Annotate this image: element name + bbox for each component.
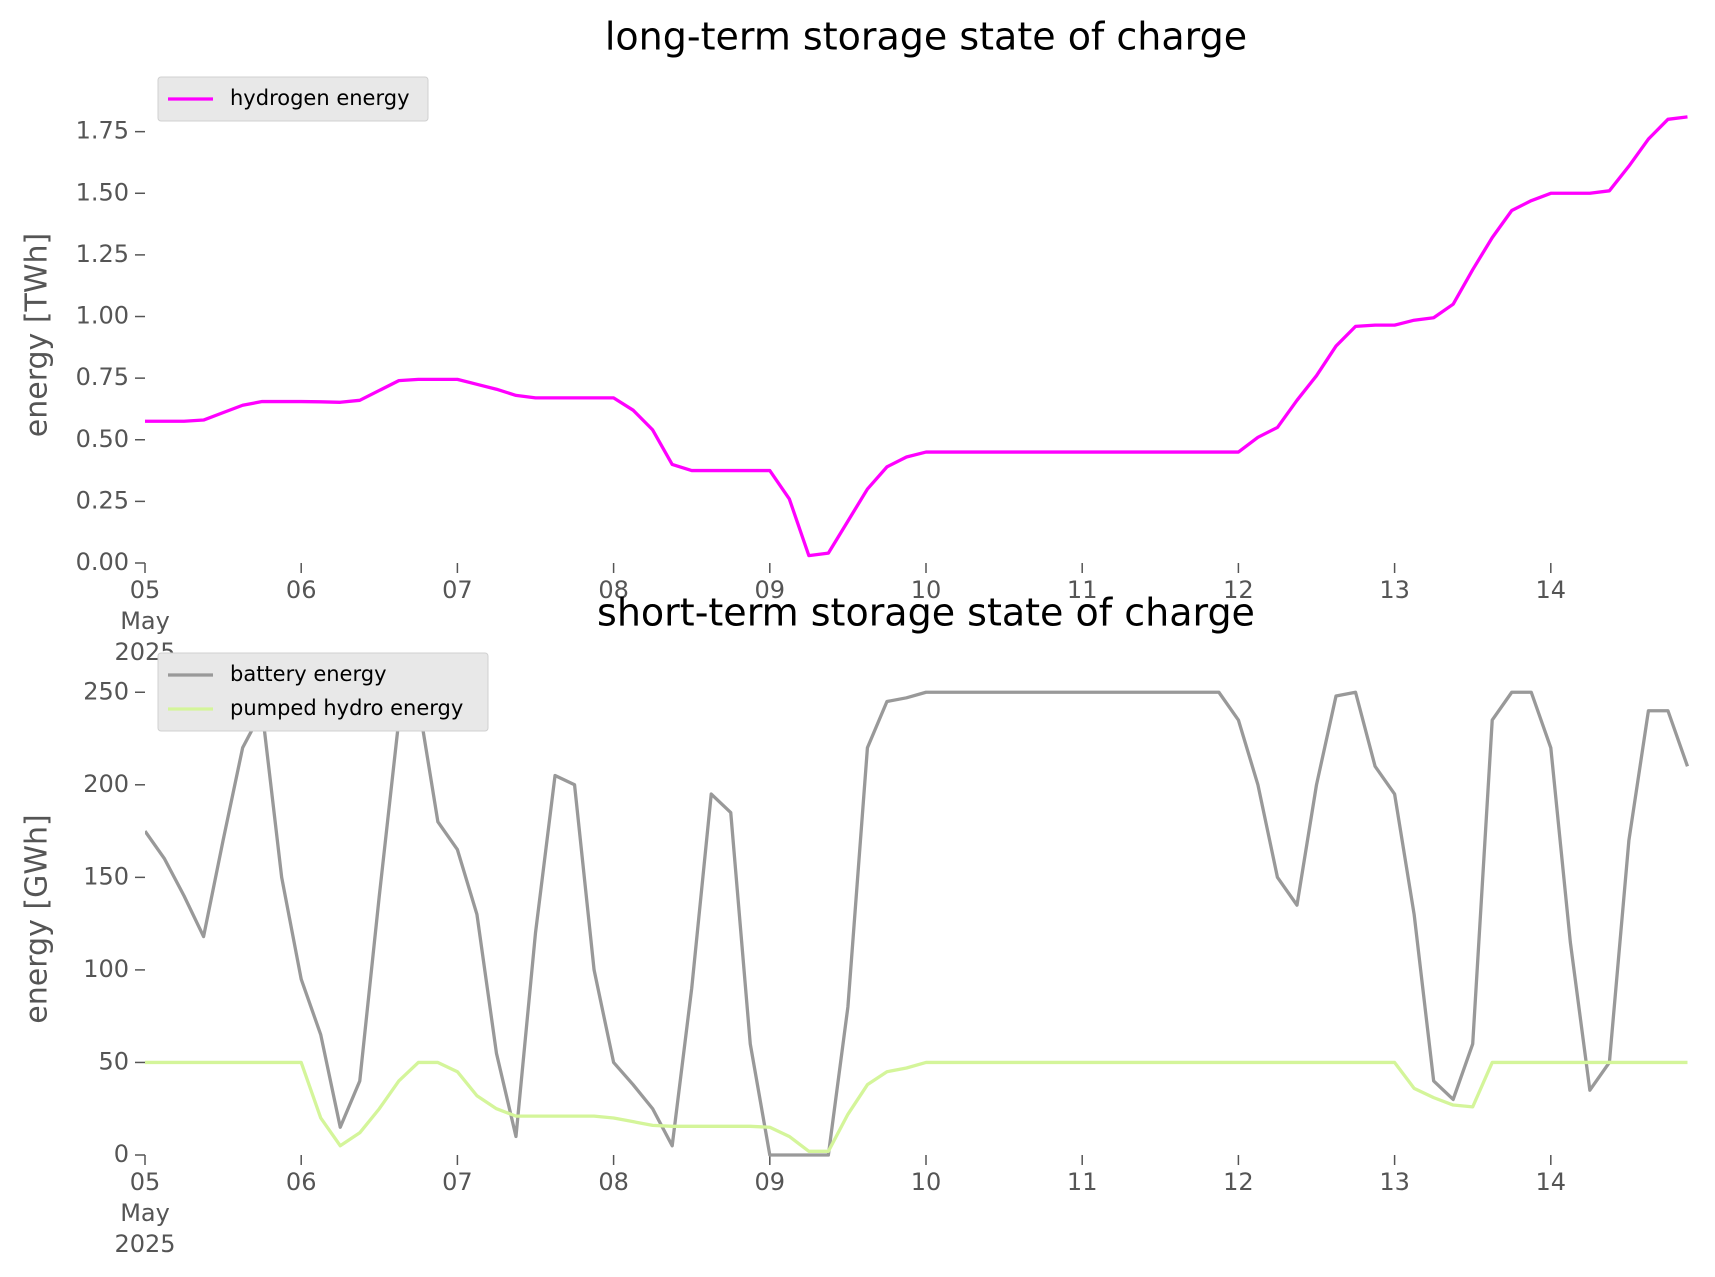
x-tick-label: 11 <box>1067 576 1098 604</box>
y-tick-label: 0.25 <box>76 486 129 514</box>
y-tick-label: 1.25 <box>76 240 129 268</box>
x-tick-label: 11 <box>1067 1168 1098 1196</box>
y-tick-label: 50 <box>98 1047 129 1075</box>
x-tick-label: 10 <box>911 1168 942 1196</box>
x-tick-label: 07 <box>442 576 473 604</box>
x-tick-label: 13 <box>1379 576 1410 604</box>
x-tick-label: 08 <box>598 1168 629 1196</box>
legend-box <box>157 652 489 732</box>
x-tick-label: 07 <box>442 1168 473 1196</box>
y-tick-label: 150 <box>83 862 129 890</box>
y-tick-label: 250 <box>83 677 129 705</box>
y-tick-label: 1.00 <box>76 302 129 330</box>
x-tick-label: 05 May 2025 <box>114 1168 175 1258</box>
legend: hydrogen energy <box>157 76 429 122</box>
x-tick-label: 12 <box>1223 1168 1254 1196</box>
chart-title: long-term storage state of charge <box>605 15 1247 59</box>
legend-label: hydrogen energy <box>230 86 410 110</box>
x-tick-label: 14 <box>1536 1168 1567 1196</box>
x-tick-label: 06 <box>286 576 317 604</box>
y-tick-label: 100 <box>83 955 129 983</box>
subplot: long-term storage state of charge energy … <box>20 15 1688 666</box>
y-axis-label: energy [TWh] <box>20 233 55 437</box>
y-tick-label: 200 <box>83 770 129 798</box>
chart-title: short-term storage state of charge <box>597 591 1255 635</box>
subplot: short-term storage state of charge energy… <box>20 591 1690 1258</box>
x-tick-label: 14 <box>1536 576 1567 604</box>
legend-label: pumped hydro energy <box>230 696 463 720</box>
x-tick-label: 05 May 2025 <box>114 576 175 666</box>
x-tick-label: 09 <box>755 576 786 604</box>
data-line <box>145 115 1688 558</box>
data-line <box>145 690 1690 1157</box>
x-tick-label: 10 <box>911 576 942 604</box>
x-tick-label: 12 <box>1223 576 1254 604</box>
legend: battery energy pumped hydro energy <box>157 652 489 732</box>
legend-box <box>157 76 429 122</box>
y-tick-label: 1.75 <box>76 117 129 145</box>
y-tick-label: 0.50 <box>76 425 129 453</box>
y-tick-label: 0 <box>114 1140 129 1168</box>
plot-area <box>145 115 1688 558</box>
y-tick-label: 0.75 <box>76 363 129 391</box>
x-tick-label: 08 <box>598 576 629 604</box>
y-tick-label: 1.50 <box>76 178 129 206</box>
x-tick-label: 13 <box>1379 1168 1410 1196</box>
x-tick-label: 09 <box>755 1168 786 1196</box>
data-line <box>145 1060 1688 1153</box>
y-tick-label: 0.00 <box>76 548 129 576</box>
x-tick-label: 06 <box>286 1168 317 1196</box>
legend-label: battery energy <box>230 662 387 686</box>
y-axis-label: energy [GWh] <box>20 814 55 1023</box>
plot-area <box>145 690 1690 1157</box>
